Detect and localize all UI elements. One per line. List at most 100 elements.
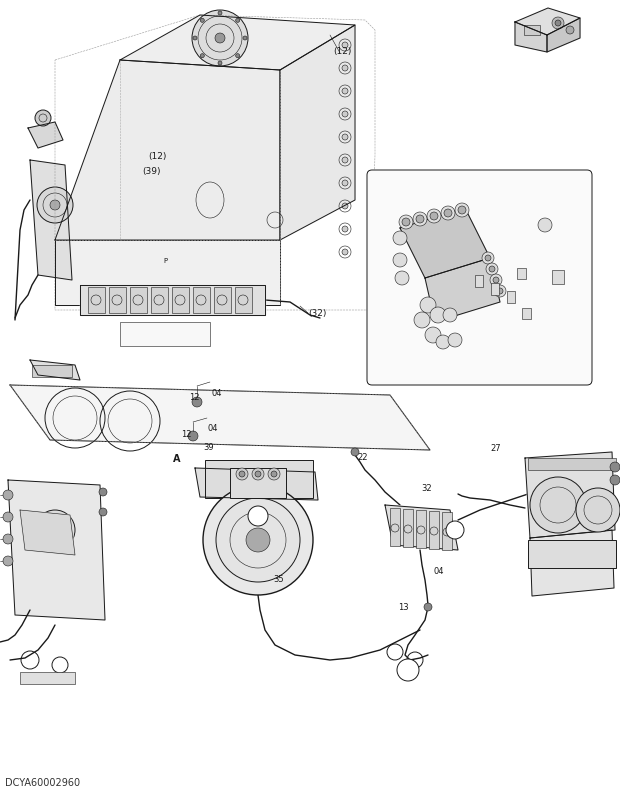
Text: 32: 32 [421,484,432,493]
Polygon shape [400,208,490,278]
Text: C: C [470,362,478,372]
Text: (12): (12) [148,152,166,161]
Text: 09: 09 [465,189,476,198]
Bar [528,458,616,470]
Circle shape [218,11,222,15]
Text: 22: 22 [357,453,368,462]
Polygon shape [30,360,80,380]
Bar [205,460,313,498]
Circle shape [236,468,248,480]
Circle shape [555,20,561,26]
Circle shape [342,226,348,232]
Circle shape [485,255,491,261]
Circle shape [414,312,430,328]
Circle shape [490,274,502,286]
Circle shape [35,110,51,126]
Circle shape [489,266,495,272]
Text: B: B [252,511,258,520]
Circle shape [342,180,348,186]
Text: 21: 21 [553,230,564,239]
Circle shape [576,488,620,532]
Circle shape [99,488,107,496]
Circle shape [552,17,564,29]
Bar [193,287,210,313]
Circle shape [458,206,466,214]
Bar [507,291,515,303]
Circle shape [99,508,107,516]
Circle shape [486,263,498,275]
Circle shape [351,448,359,456]
Text: (35): (35) [391,330,408,339]
Circle shape [494,285,506,297]
Circle shape [430,212,438,220]
Text: 18: 18 [450,296,461,305]
Circle shape [35,510,75,550]
Circle shape [342,249,348,255]
Text: 13: 13 [398,603,409,612]
Text: 22: 22 [504,212,515,221]
Text: 矢視: 矢視 [124,325,133,334]
Circle shape [430,307,446,323]
Text: 04: 04 [434,567,445,576]
Text: C: C [449,525,455,534]
Circle shape [399,215,413,229]
Circle shape [393,253,407,267]
Bar [475,275,483,287]
Circle shape [413,212,427,226]
Text: 21: 21 [396,289,407,298]
Text: (39): (39) [142,167,161,176]
Circle shape [192,10,248,66]
Bar [522,308,531,319]
Text: 42: 42 [511,299,521,308]
Text: 21: 21 [480,275,490,284]
Circle shape [248,506,268,526]
Text: 35: 35 [273,575,283,584]
Circle shape [239,471,245,477]
Circle shape [268,468,280,480]
Polygon shape [8,480,105,620]
Bar [524,25,540,35]
Polygon shape [30,160,72,280]
Circle shape [342,111,348,117]
Circle shape [530,477,586,533]
Polygon shape [120,15,355,70]
Bar [416,510,426,548]
Circle shape [397,659,419,681]
Circle shape [493,277,499,283]
Circle shape [192,397,202,407]
Text: 04: 04 [208,424,218,433]
Circle shape [446,521,464,539]
Bar [20,672,75,684]
Circle shape [37,187,73,223]
Bar [32,365,72,377]
Circle shape [424,603,432,611]
Bar [172,287,189,313]
Polygon shape [80,285,265,315]
Circle shape [393,231,407,245]
Bar [552,270,564,284]
Circle shape [216,498,300,582]
Circle shape [342,134,348,140]
Polygon shape [547,18,580,52]
Circle shape [395,271,409,285]
Text: (12): (12) [333,47,352,56]
Circle shape [200,53,205,57]
Circle shape [436,335,450,349]
Bar [442,512,452,550]
Text: 12: 12 [189,393,200,402]
Circle shape [416,215,424,223]
Bar [403,509,413,547]
Circle shape [420,297,436,313]
Polygon shape [385,505,458,550]
Circle shape [50,200,60,210]
Text: P: P [163,258,167,264]
Circle shape [610,462,620,472]
FancyBboxPatch shape [367,170,592,385]
Text: 12: 12 [181,430,192,439]
Circle shape [566,26,574,34]
Circle shape [342,203,348,209]
Circle shape [425,327,441,343]
Bar [88,287,105,313]
Text: 21: 21 [421,190,432,199]
Polygon shape [425,258,500,322]
